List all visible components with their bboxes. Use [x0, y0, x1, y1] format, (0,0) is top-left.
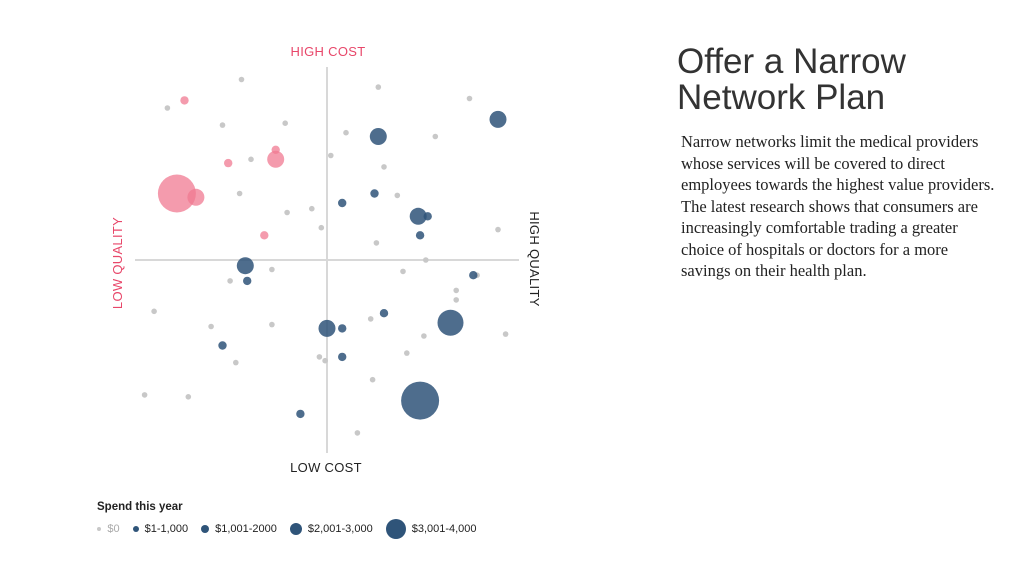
data-point-1-8 — [243, 276, 252, 286]
data-point-1-1 — [369, 128, 387, 145]
legend: Spend this year $0 $1-1,000 $1,001-2000 $2,… — [97, 500, 577, 545]
data-point-2-0 — [180, 96, 189, 105]
data-point-0-27 — [208, 323, 214, 330]
data-point-0-21 — [227, 278, 233, 284]
data-point-1-3 — [338, 198, 347, 208]
data-point-1-12 — [318, 319, 336, 337]
legend-label: $2,001-3,000 — [307, 523, 373, 535]
data-point-0-7 — [432, 133, 439, 140]
data-point-0-17 — [495, 226, 501, 233]
data-point-0-12 — [394, 192, 401, 199]
data-point-0-3 — [164, 105, 171, 111]
data-point-0-15 — [318, 224, 325, 231]
data-point-1-17 — [296, 409, 305, 419]
data-point-0-11 — [236, 190, 243, 197]
data-point-0-18 — [423, 257, 429, 263]
page-title: Offer a Narrow Network Plan — [677, 42, 906, 117]
axis-label-bottom: LOW COST — [290, 460, 362, 475]
data-point-0-13 — [309, 205, 315, 212]
legend-label: $3,001-4,000 — [411, 523, 477, 535]
data-point-2-5 — [187, 188, 205, 206]
legend-swatch — [97, 526, 102, 532]
data-point-0-33 — [316, 354, 323, 360]
legend-label: $0 — [107, 523, 120, 535]
legend-title: Spend this year — [97, 501, 183, 513]
data-point-0-32 — [233, 359, 239, 366]
data-point-0-10 — [381, 164, 387, 170]
data-point-1-2 — [370, 189, 379, 198]
data-point-0-9 — [248, 156, 254, 163]
data-point-0-16 — [373, 240, 380, 246]
data-point-0-2 — [466, 95, 473, 102]
legend-label: $1-1,000 — [144, 523, 189, 535]
data-point-0-36 — [141, 392, 148, 398]
data-point-1-16 — [401, 381, 440, 420]
data-point-0-34 — [322, 357, 328, 364]
legend-item: $1-1,000 — [132, 523, 189, 535]
legend-item: $1,001-2000 — [201, 523, 277, 535]
data-point-0-30 — [502, 331, 509, 337]
data-point-0-37 — [185, 394, 192, 400]
data-point-0-26 — [367, 316, 374, 322]
legend-label: $1,001-2000 — [215, 523, 277, 535]
legend-swatch — [201, 525, 210, 533]
body-paragraph: Narrow networks limit the medical provid… — [681, 132, 995, 280]
data-point-0-31 — [404, 350, 410, 356]
legend-items: $0 $1-1,000 $1,001-2000 $2,001-3,000 $3,001-… — [97, 518, 490, 540]
legend-item: $2,001-3,000 — [289, 523, 373, 535]
legend-item: $3,001-4,000 — [385, 519, 477, 539]
data-point-2-4 — [157, 174, 196, 213]
data-point-1-4 — [409, 207, 427, 225]
data-point-0-23 — [453, 287, 460, 294]
data-point-1-11 — [437, 309, 464, 336]
data-point-0-24 — [453, 297, 460, 303]
data-point-1-13 — [338, 324, 347, 333]
data-point-2-2 — [267, 150, 285, 168]
axis-label-top: HIGH COST — [291, 44, 366, 59]
scatter-points — [141, 76, 509, 436]
data-point-1-6 — [415, 231, 425, 240]
data-point-2-3 — [224, 158, 233, 168]
legend-swatch — [385, 519, 406, 539]
axes: HIGH COST LOW COST LOW QUALITY HIGH QUAL… — [110, 44, 542, 475]
data-point-1-15 — [338, 352, 347, 362]
data-point-1-10 — [379, 309, 389, 318]
data-point-0-8 — [328, 152, 334, 159]
data-point-0-19 — [400, 268, 406, 275]
data-point-0-14 — [284, 209, 290, 216]
legend-item: $0 — [97, 523, 120, 535]
scatter-chart: HIGH COST LOW COST LOW QUALITY HIGH QUAL… — [110, 44, 542, 475]
data-point-1-0 — [489, 110, 507, 128]
data-point-1-9 — [469, 271, 478, 280]
data-point-1-7 — [236, 257, 254, 275]
data-point-2-6 — [260, 231, 269, 240]
data-point-0-29 — [421, 333, 427, 339]
data-point-0-0 — [238, 76, 245, 83]
data-point-0-4 — [219, 122, 226, 128]
data-point-0-6 — [343, 129, 349, 136]
data-point-0-25 — [151, 308, 157, 315]
data-point-0-1 — [375, 84, 382, 90]
data-point-0-5 — [282, 120, 289, 126]
data-point-0-28 — [269, 321, 275, 328]
data-point-0-35 — [369, 376, 376, 383]
data-point-0-20 — [269, 266, 275, 273]
data-point-0-38 — [354, 430, 361, 436]
data-point-1-14 — [218, 341, 227, 350]
legend-swatch — [289, 523, 302, 535]
axis-label-right: HIGH QUALITY — [527, 211, 542, 306]
axis-label-left: LOW QUALITY — [110, 217, 125, 309]
legend-swatch — [132, 526, 139, 532]
data-point-1-5 — [423, 212, 432, 221]
